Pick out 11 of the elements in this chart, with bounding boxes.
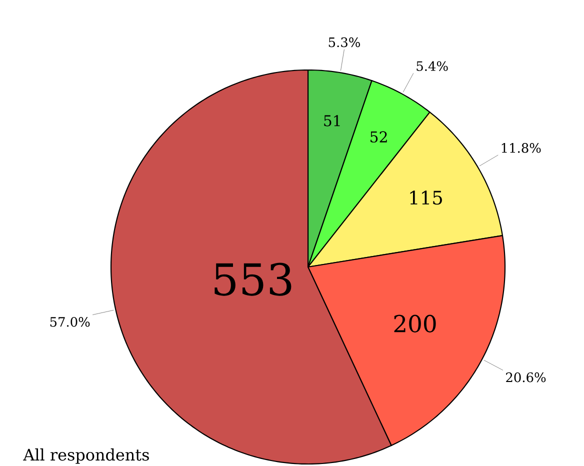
data-label: 553 [214, 262, 292, 296]
data-label: 52 [370, 131, 387, 143]
text: 57.0% [50, 316, 90, 327]
text: 5.3% [328, 37, 360, 48]
data-label: 115 [410, 190, 442, 205]
text: 11.8% [502, 143, 541, 153]
data-label: 200 [394, 314, 436, 333]
text: 20.6% [506, 372, 546, 382]
text: 5.4% [416, 61, 448, 71]
text: All respondents [23, 448, 149, 464]
data-label: 51 [324, 115, 340, 126]
